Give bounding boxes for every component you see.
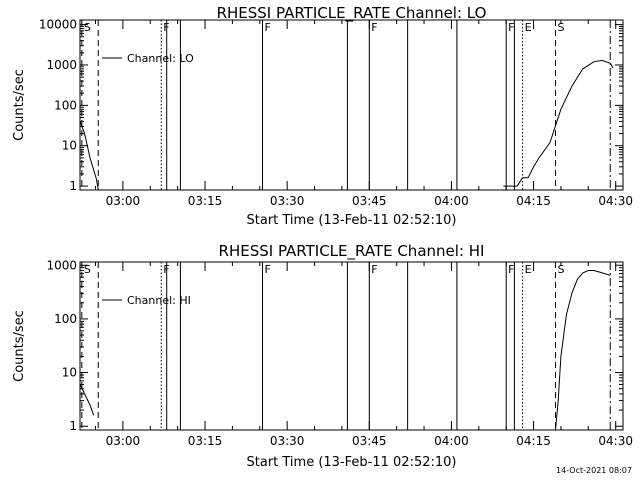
series-line — [79, 121, 99, 191]
event-marker-label: S — [84, 263, 91, 276]
event-marker-label: S — [557, 21, 564, 34]
event-marker-label: F — [508, 263, 514, 276]
y-tick-label: 10 — [62, 366, 77, 380]
plot-frame — [79, 261, 624, 431]
event-marker-label: F — [508, 21, 514, 34]
y-axis-label: Counts/sec — [12, 69, 27, 141]
series-line — [503, 59, 614, 187]
x-tick-label: 04:15 — [516, 434, 551, 448]
legend-label: Channel: LO — [127, 52, 194, 65]
x-tick-label: 04:15 — [516, 194, 551, 208]
x-tick-label: 03:15 — [188, 194, 223, 208]
x-tick-label: 03:30 — [270, 194, 305, 208]
x-tick-label: 03:45 — [352, 194, 387, 208]
x-tick-label: 04:00 — [434, 194, 469, 208]
event-marker-label: S — [84, 21, 91, 34]
event-marker-label: S — [557, 263, 564, 276]
x-tick-label: 04:30 — [598, 194, 633, 208]
chart-panel-1: RHESSI PARTICLE_RATE Channel: HI Start Ti… — [12, 242, 633, 470]
event-marker-label: E — [525, 21, 532, 34]
y-axis-label: Counts/sec — [12, 310, 27, 382]
footer-timestamp: 14-Oct-2021 08:07 — [556, 466, 632, 475]
legend-label: Channel: HI — [127, 294, 191, 307]
x-tick-label: 03:00 — [106, 434, 141, 448]
event-marker-label: F — [371, 263, 377, 276]
y-tick-label: 100 — [54, 312, 77, 326]
x-axis-label: Start Time (13-Feb-11 02:52:10) — [247, 455, 457, 470]
y-tick-label: 1 — [69, 179, 77, 193]
y-tick-label: 1000 — [46, 258, 77, 272]
chart-panel-0: RHESSI PARTICLE_RATE Channel: LO Start Ti… — [12, 4, 633, 228]
event-marker-label: E — [525, 263, 532, 276]
x-axis-label: Start Time (13-Feb-11 02:52:10) — [247, 213, 457, 228]
x-tick-label: 03:00 — [106, 194, 141, 208]
event-marker-label: F — [371, 21, 377, 34]
series-line — [79, 384, 95, 416]
y-tick-label: 1000 — [46, 58, 77, 72]
y-tick-label: 10 — [62, 139, 77, 153]
chart-title: RHESSI PARTICLE_RATE Channel: HI — [219, 242, 485, 261]
x-tick-label: 03:15 — [188, 434, 223, 448]
event-marker-label: F — [265, 263, 271, 276]
x-tick-label: 04:30 — [598, 434, 633, 448]
y-tick-label: 1 — [69, 419, 77, 433]
x-tick-label: 03:30 — [270, 434, 305, 448]
y-tick-label: 100 — [54, 98, 77, 112]
chart-title: RHESSI PARTICLE_RATE Channel: LO — [217, 4, 487, 23]
x-tick-label: 03:45 — [352, 434, 387, 448]
event-marker-label: F — [265, 21, 271, 34]
series-line — [555, 270, 611, 431]
y-tick-label: 10000 — [39, 18, 77, 32]
x-tick-label: 04:00 — [434, 434, 469, 448]
